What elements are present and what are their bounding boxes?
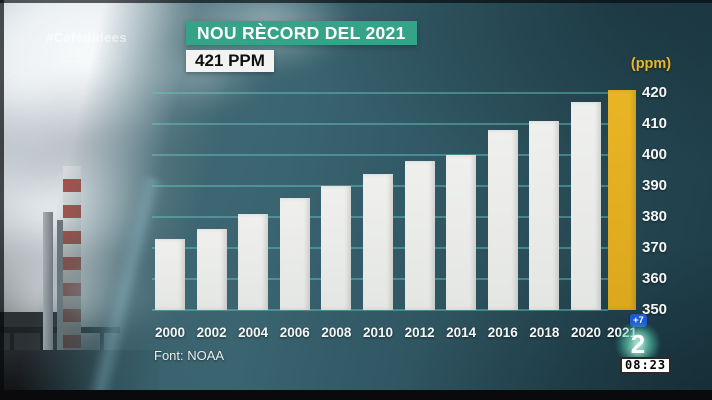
xlabel-2006: 2006 [279,325,310,340]
bar-2008 [321,186,352,310]
bar-2018 [529,120,560,310]
xlabel-2000: 2000 [154,325,186,340]
gridline-410 [152,123,608,125]
ytick-380: 380 [642,208,668,225]
xlabel-2008: 2008 [321,325,352,340]
frame-edge-top [0,0,712,3]
hashtag-watermark: #Cafèdidees [46,30,127,45]
ppm-unit-label: (ppm) [630,56,672,72]
ytick-420: 420 [642,84,668,101]
ytick-410: 410 [642,115,668,132]
bar-2021 [608,89,636,310]
bar-2020 [571,102,601,310]
value-callout: 421 PPM [186,50,274,72]
bar-2000 [155,238,185,310]
bar-2004 [238,213,269,310]
xlabel-2010: 2010 [362,325,394,340]
clock: 08:23 [620,357,672,374]
gridline-350 [152,309,608,311]
xlabel-2002: 2002 [196,325,227,340]
ytick-400: 400 [642,146,668,163]
bar-2010 [363,173,393,310]
gridline-400 [152,154,608,156]
bar-2014 [446,155,477,310]
ytick-350: 350 [642,301,668,318]
gridline-420 [152,92,608,94]
xlabel-2018: 2018 [529,325,560,340]
xlabel-2004: 2004 [238,325,269,340]
xlabel-2020: 2020 [570,325,602,340]
ytick-390: 390 [642,177,668,194]
bar-2012 [404,161,435,310]
ytick-360: 360 [642,270,668,287]
headline-banner: NOU RÈCORD DEL 2021 [186,21,417,45]
channel-logo-digit: 2 [630,328,646,359]
xlabel-2014: 2014 [446,325,477,340]
frame-edge-left [0,0,4,400]
xlabel-2016: 2016 [487,325,518,340]
xlabel-2012: 2012 [404,325,435,340]
bar-2002 [196,229,227,310]
ytick-370: 370 [642,239,668,256]
bar-2016 [487,130,518,310]
frame-edge-bottom [0,390,712,400]
bar-2006 [279,198,310,310]
source-label: Font: NOAA [154,348,225,363]
